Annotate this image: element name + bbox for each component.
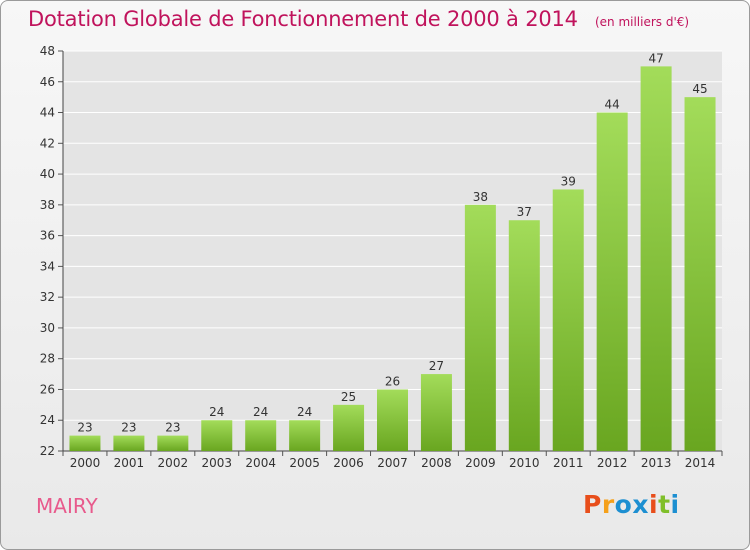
bar [377,389,408,451]
x-tick-label: 2002 [158,456,189,470]
y-tick-label: 34 [40,259,55,273]
logo-letter: i [670,490,680,519]
logo-letter: o [614,490,633,519]
bar [508,220,540,451]
x-tick-label: 2009 [465,456,496,470]
bar [333,404,365,451]
data-label: 24 [253,405,268,419]
logo-letter: x [632,490,649,519]
bar [640,66,672,451]
y-tick-label: 24 [40,413,55,427]
data-label: 24 [297,405,312,419]
bar [201,420,233,451]
chart-header: Dotation Globale de Fonctionnement de 20… [28,7,689,31]
data-label: 24 [209,405,224,419]
x-tick-label: 2012 [597,456,628,470]
logo-letter: P [583,490,602,519]
logo-letter: t [658,490,671,519]
data-label: 38 [473,190,488,204]
x-tick-label: 2014 [685,456,716,470]
proxiti-logo: Proxiti [583,490,680,519]
x-tick-label: 2011 [553,456,584,470]
x-tick-label: 2010 [509,456,540,470]
bar [464,204,496,451]
bar [157,435,189,451]
commune-name: MAIRY [36,494,98,518]
bar [684,97,716,452]
data-label: 39 [561,174,576,188]
data-label: 23 [77,421,92,435]
bar [113,435,145,451]
bar [289,420,321,451]
data-label: 27 [429,359,444,373]
bar [420,374,452,451]
x-tick-label: 2000 [70,456,101,470]
data-label: 25 [341,390,356,404]
x-tick-label: 2006 [333,456,364,470]
x-tick-label: 2007 [377,456,408,470]
data-label: 23 [121,421,136,435]
x-tick-label: 2008 [421,456,452,470]
data-label: 23 [165,421,180,435]
bar [245,420,277,451]
y-tick-label: 32 [40,290,55,304]
data-label: 26 [385,374,400,388]
y-tick-label: 36 [40,229,55,243]
y-tick-label: 46 [40,75,55,89]
y-tick-label: 40 [40,167,55,181]
x-tick-label: 2001 [114,456,145,470]
y-tick-label: 38 [40,198,55,212]
data-label: 47 [648,51,663,65]
x-tick-label: 2004 [245,456,276,470]
y-tick-label: 28 [40,352,55,366]
bar [552,189,584,451]
logo-letter: r [601,490,615,519]
y-tick-label: 44 [40,106,55,120]
y-tick-label: 42 [40,136,55,150]
y-tick-label: 26 [40,382,55,396]
x-tick-label: 2013 [641,456,672,470]
logo-letter: i [649,490,659,519]
y-tick-label: 48 [40,44,55,58]
bar [69,435,101,451]
data-label: 44 [605,98,620,112]
y-tick-label: 22 [40,444,55,458]
data-label: 45 [692,82,707,96]
x-tick-label: 2005 [289,456,320,470]
y-tick-label: 30 [40,321,55,335]
x-tick-label: 2003 [201,456,232,470]
chart-title: Dotation Globale de Fonctionnement de 20… [28,7,578,31]
bar [596,112,628,452]
data-label: 37 [517,205,532,219]
chart-subtitle: (en milliers d'€) [594,15,690,29]
